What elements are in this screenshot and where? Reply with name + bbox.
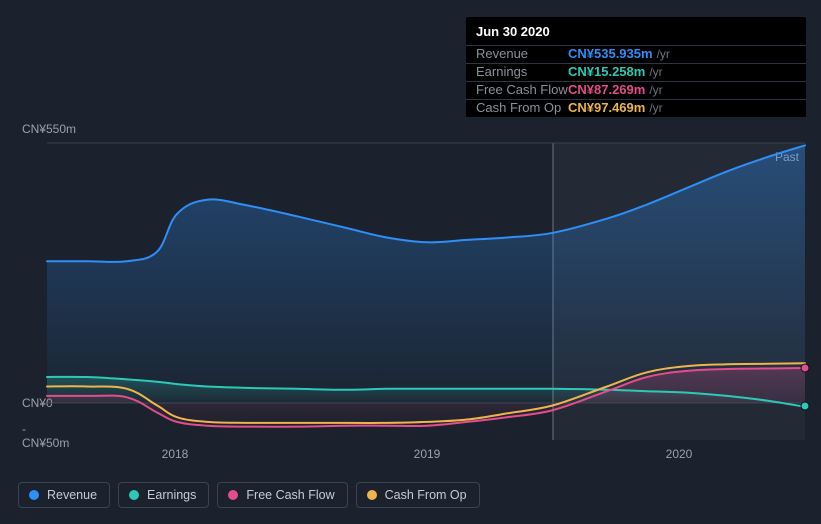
- tooltip-value: CN¥87.269m: [568, 81, 645, 99]
- chart-svg: [47, 143, 805, 440]
- tooltip-row-cfo: Cash From Op CN¥97.469m /yr: [466, 100, 806, 117]
- legend-label: Revenue: [47, 488, 97, 502]
- tooltip-date: Jun 30 2020: [466, 17, 806, 46]
- legend-dot-icon: [29, 490, 39, 500]
- series-earnings-endpoint: [801, 402, 809, 410]
- tooltip-row-fcf: Free Cash Flow CN¥87.269m /yr: [466, 82, 806, 100]
- legend-item-fcf[interactable]: Free Cash Flow: [217, 482, 347, 508]
- tooltip-unit: /yr: [649, 82, 662, 98]
- tooltip-label: Revenue: [476, 45, 568, 63]
- tooltip-row-earnings: Earnings CN¥15.258m /yr: [466, 64, 806, 82]
- earnings-chart-panel: Jun 30 2020 Revenue CN¥535.935m /yr Earn…: [0, 0, 821, 524]
- tooltip-label: Free Cash Flow: [476, 81, 568, 99]
- tooltip-label: Earnings: [476, 63, 568, 81]
- yaxis-label-top: CN¥550m: [22, 122, 44, 136]
- legend-dot-icon: [228, 490, 238, 500]
- tooltip-label: Cash From Op: [476, 99, 568, 117]
- tooltip-value: CN¥97.469m: [568, 99, 645, 117]
- legend-label: Cash From Op: [385, 488, 467, 502]
- chart-legend: Revenue Earnings Free Cash Flow Cash Fro…: [18, 482, 480, 508]
- legend-item-earnings[interactable]: Earnings: [118, 482, 209, 508]
- tooltip-value: CN¥535.935m: [568, 45, 653, 63]
- legend-dot-icon: [367, 490, 377, 500]
- yaxis-label-zero: CN¥0: [22, 396, 44, 410]
- legend-item-revenue[interactable]: Revenue: [18, 482, 110, 508]
- series-fcf-endpoint: [801, 364, 809, 372]
- chart-tooltip: Jun 30 2020 Revenue CN¥535.935m /yr Earn…: [466, 17, 806, 117]
- legend-dot-icon: [129, 490, 139, 500]
- tooltip-row-revenue: Revenue CN¥535.935m /yr: [466, 46, 806, 64]
- legend-item-cfo[interactable]: Cash From Op: [356, 482, 480, 508]
- tooltip-unit: /yr: [649, 100, 662, 116]
- tooltip-unit: /yr: [657, 46, 670, 62]
- xaxis-labels: 2018 2019 2020: [47, 447, 805, 463]
- tooltip-unit: /yr: [649, 64, 662, 80]
- legend-label: Free Cash Flow: [246, 488, 334, 502]
- chart-plot-area: [47, 143, 805, 440]
- xaxis-tick: 2020: [666, 447, 693, 461]
- xaxis-tick: 2019: [414, 447, 441, 461]
- legend-label: Earnings: [147, 488, 196, 502]
- yaxis-label-bottom: -CN¥50m: [22, 422, 44, 450]
- xaxis-tick: 2018: [162, 447, 189, 461]
- tooltip-value: CN¥15.258m: [568, 63, 645, 81]
